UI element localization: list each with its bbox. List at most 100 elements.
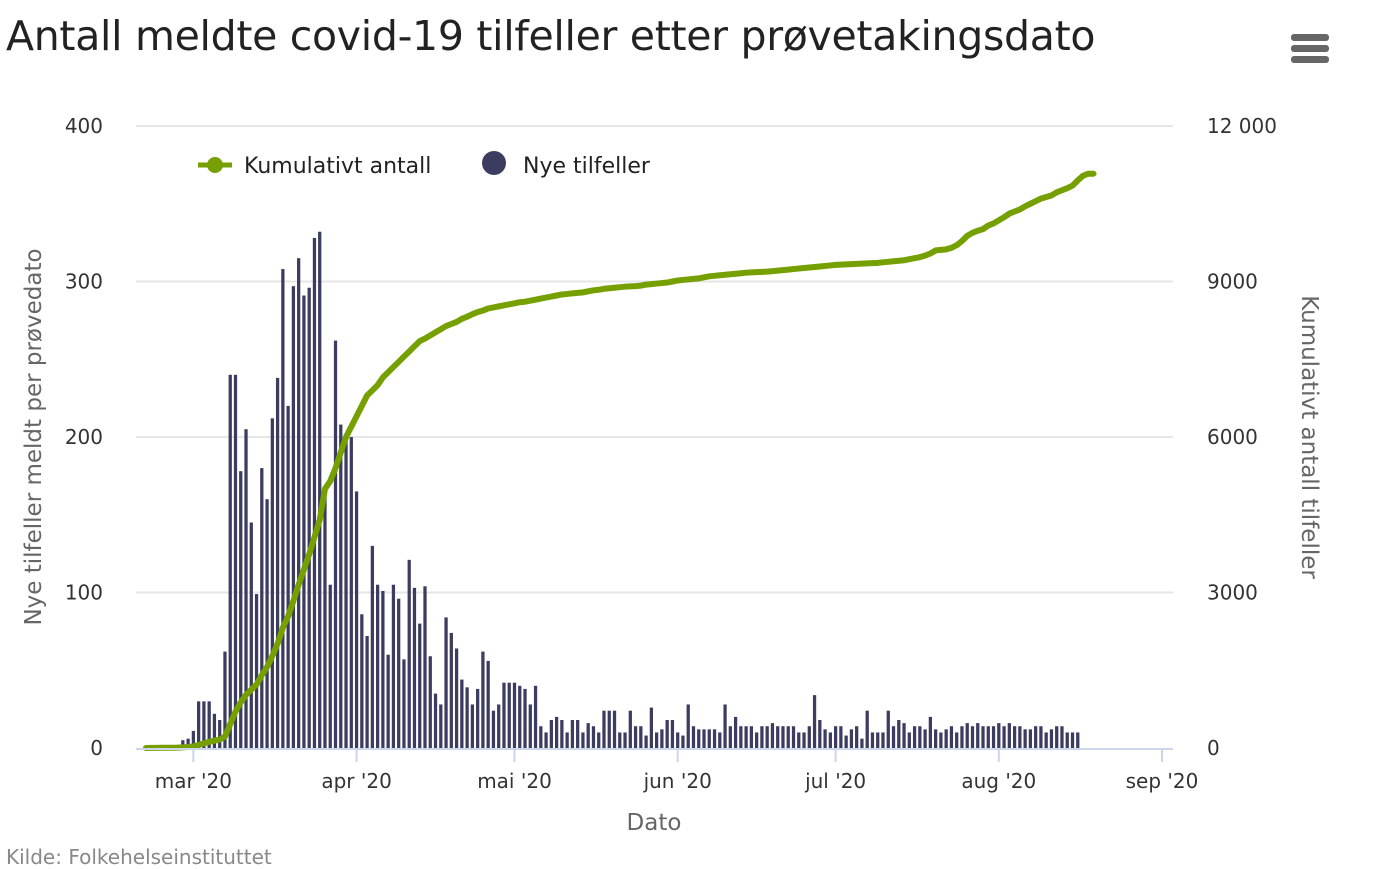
bar-new-cases[interactable] [739, 726, 743, 748]
bar-new-cases[interactable] [791, 726, 796, 748]
bar-new-cases[interactable] [344, 437, 348, 748]
legend-item-cumulative[interactable]: Kumulativt antall [198, 154, 431, 179]
bar-new-cases[interactable] [855, 726, 859, 748]
bar-new-cases[interactable] [544, 732, 548, 748]
bar-new-cases[interactable] [365, 636, 369, 748]
bar-new-cases[interactable] [1076, 732, 1080, 748]
bar-new-cases[interactable] [512, 682, 517, 748]
bar-new-cases[interactable] [381, 590, 385, 748]
bar-new-cases[interactable] [591, 726, 596, 748]
bar-new-cases[interactable] [202, 701, 206, 748]
bar-new-cases[interactable] [707, 729, 711, 748]
bar-new-cases[interactable] [360, 614, 364, 748]
bar-new-cases[interactable] [644, 735, 648, 748]
bar-new-cases[interactable] [607, 710, 611, 748]
bar-new-cases[interactable] [681, 735, 685, 748]
bar-new-cases[interactable] [618, 732, 622, 748]
bar-new-cases[interactable] [197, 701, 201, 748]
bar-new-cases[interactable] [560, 720, 564, 748]
bar-new-cases[interactable] [491, 710, 496, 748]
bar-new-cases[interactable] [254, 594, 259, 748]
bar-new-cases[interactable] [876, 732, 880, 748]
bar-new-cases[interactable] [907, 732, 911, 748]
bar-new-cases[interactable] [812, 695, 817, 748]
bar-new-cases[interactable] [486, 660, 490, 748]
bar-new-cases[interactable] [597, 732, 601, 748]
bar-new-cases[interactable] [639, 726, 643, 748]
bar-new-cases[interactable] [612, 710, 617, 748]
bar-new-cases[interactable] [870, 732, 875, 748]
bar-new-cases[interactable] [481, 651, 485, 748]
bar-new-cases[interactable] [1055, 726, 1059, 748]
bar-new-cases[interactable] [986, 726, 990, 748]
bar-new-cases[interactable] [507, 682, 511, 748]
bar-new-cases[interactable] [665, 720, 669, 748]
bar-new-cases[interactable] [776, 726, 780, 748]
bar-new-cases[interactable] [991, 726, 996, 748]
bar-new-cases[interactable] [955, 732, 959, 748]
bar-new-cases[interactable] [728, 726, 732, 748]
bar-new-cases[interactable] [997, 723, 1001, 748]
bar-new-cases[interactable] [923, 729, 927, 748]
bar-new-cases[interactable] [228, 374, 232, 748]
bar-new-cases[interactable] [839, 726, 843, 748]
bar-new-cases[interactable] [423, 586, 427, 748]
bar-new-cases[interactable] [412, 587, 417, 748]
bar-new-cases[interactable] [297, 258, 301, 748]
bar-new-cases[interactable] [533, 685, 538, 748]
bar-new-cases[interactable] [570, 720, 575, 748]
bar-new-cases[interactable] [712, 729, 717, 748]
bar-new-cases[interactable] [891, 726, 896, 748]
bar-new-cases[interactable] [1028, 729, 1033, 748]
bar-new-cases[interactable] [191, 730, 196, 748]
bar-new-cases[interactable] [354, 491, 359, 748]
bar-new-cases[interactable] [802, 732, 806, 748]
bar-new-cases[interactable] [218, 720, 222, 748]
bar-new-cases[interactable] [239, 471, 243, 748]
bar-new-cases[interactable] [1034, 726, 1038, 748]
bar-new-cases[interactable] [212, 713, 217, 748]
bar-new-cases[interactable] [865, 710, 869, 748]
bar-new-cases[interactable] [944, 729, 948, 748]
bar-new-cases[interactable] [928, 716, 932, 748]
bar-new-cases[interactable] [649, 707, 653, 748]
bar-new-cases[interactable] [323, 491, 327, 748]
bar-new-cases[interactable] [576, 720, 580, 748]
bar-new-cases[interactable] [302, 295, 306, 749]
bar-new-cases[interactable] [902, 723, 906, 748]
bar-new-cases[interactable] [1060, 726, 1064, 748]
bar-new-cases[interactable] [844, 735, 848, 748]
bar-new-cases[interactable] [786, 726, 790, 748]
bar-new-cases[interactable] [749, 726, 754, 748]
bar-new-cases[interactable] [549, 720, 553, 748]
bar-new-cases[interactable] [449, 632, 453, 748]
bar-new-cases[interactable] [465, 687, 469, 748]
bar-new-cases[interactable] [623, 732, 627, 748]
bar-new-cases[interactable] [970, 726, 975, 748]
bar-new-cases[interactable] [376, 584, 380, 748]
bar-new-cases[interactable] [939, 732, 943, 748]
bar-new-cases[interactable] [307, 287, 311, 748]
bar-new-cases[interactable] [181, 740, 185, 748]
bar-new-cases[interactable] [660, 729, 664, 748]
bar-new-cases[interactable] [697, 729, 701, 748]
bar-new-cases[interactable] [270, 418, 274, 748]
bar-new-cases[interactable] [186, 738, 190, 748]
bar-new-cases[interactable] [312, 237, 317, 748]
bar-new-cases[interactable] [823, 729, 827, 748]
bar-new-cases[interactable] [1049, 729, 1054, 748]
bar-new-cases[interactable] [207, 701, 211, 748]
bar-new-cases[interactable] [691, 726, 696, 748]
bar-new-cases[interactable] [1007, 723, 1011, 748]
bar-new-cases[interactable] [523, 688, 527, 748]
bar-new-cases[interactable] [755, 732, 759, 748]
bar-new-cases[interactable] [807, 726, 811, 748]
bar-new-cases[interactable] [470, 704, 475, 748]
bar-new-cases[interactable] [781, 726, 785, 748]
bar-new-cases[interactable] [460, 679, 464, 748]
bar-new-cases[interactable] [244, 429, 248, 748]
bar-new-cases[interactable] [370, 545, 374, 748]
bar-new-cases[interactable] [233, 374, 238, 748]
bar-new-cases[interactable] [565, 732, 569, 748]
bar-new-cases[interactable] [770, 723, 775, 748]
